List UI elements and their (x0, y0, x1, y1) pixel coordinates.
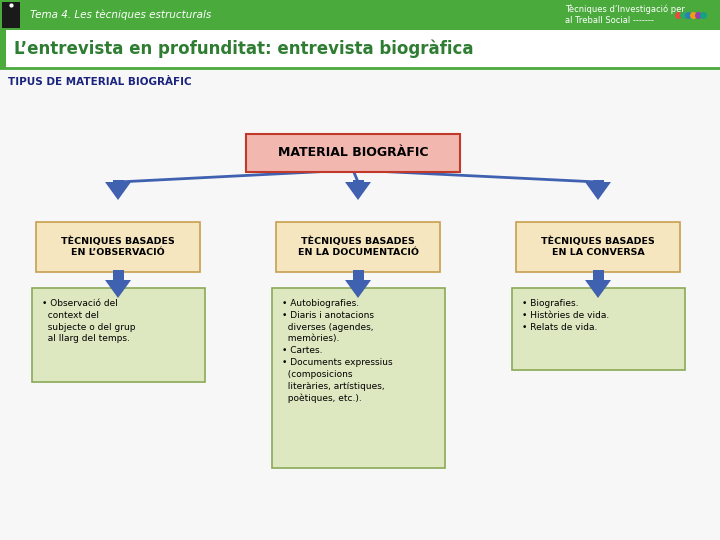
FancyBboxPatch shape (36, 222, 200, 272)
FancyBboxPatch shape (593, 180, 603, 182)
Polygon shape (585, 182, 611, 200)
FancyBboxPatch shape (0, 68, 720, 540)
Polygon shape (105, 182, 131, 200)
Text: • Autobiografies.
• Diaris i anotacions
  diverses (agendes,
  memòries).
• Cart: • Autobiografies. • Diaris i anotacions … (282, 299, 393, 403)
FancyBboxPatch shape (0, 30, 6, 68)
Text: • Observació del
  context del
  subjecte o del grup
  al llarg del temps.: • Observació del context del subjecte o … (42, 299, 136, 343)
FancyBboxPatch shape (2, 2, 20, 28)
FancyBboxPatch shape (353, 270, 364, 280)
Polygon shape (105, 280, 131, 298)
FancyBboxPatch shape (593, 270, 603, 280)
FancyBboxPatch shape (0, 30, 720, 68)
FancyBboxPatch shape (0, 0, 720, 30)
Text: TÈCNIQUES BASADES
EN LA CONVERSA: TÈCNIQUES BASADES EN LA CONVERSA (541, 237, 655, 258)
FancyBboxPatch shape (32, 288, 204, 382)
FancyBboxPatch shape (276, 222, 440, 272)
FancyBboxPatch shape (112, 180, 124, 182)
Text: TÈCNIQUES BASADES
EN LA DOCUMENTACIÓ: TÈCNIQUES BASADES EN LA DOCUMENTACIÓ (297, 237, 418, 258)
Text: Tècniques d’Investigació per
al Treball Social -------: Tècniques d’Investigació per al Treball … (565, 5, 685, 25)
Text: MATERIAL BIOGRÀFIC: MATERIAL BIOGRÀFIC (278, 146, 428, 159)
Text: Tema 4. Les tècniques estructurals: Tema 4. Les tècniques estructurals (30, 10, 211, 20)
Text: TIPUS DE MATERIAL BIOGRÀFIC: TIPUS DE MATERIAL BIOGRÀFIC (8, 77, 192, 87)
Polygon shape (345, 182, 371, 200)
FancyBboxPatch shape (246, 134, 460, 172)
Text: • Biografies.
• Històries de vida.
• Relats de vida.: • Biografies. • Històries de vida. • Rel… (523, 299, 610, 332)
FancyBboxPatch shape (112, 270, 124, 280)
Polygon shape (585, 280, 611, 298)
Text: TÈCNIQUES BASADES
EN L’OBSERVACIÓ: TÈCNIQUES BASADES EN L’OBSERVACIÓ (61, 237, 175, 258)
FancyBboxPatch shape (271, 288, 444, 468)
FancyBboxPatch shape (353, 180, 364, 182)
Polygon shape (345, 280, 371, 298)
Text: L’entrevista en profunditat: entrevista biogràfica: L’entrevista en profunditat: entrevista … (14, 40, 474, 58)
FancyBboxPatch shape (516, 222, 680, 272)
FancyBboxPatch shape (511, 288, 685, 370)
